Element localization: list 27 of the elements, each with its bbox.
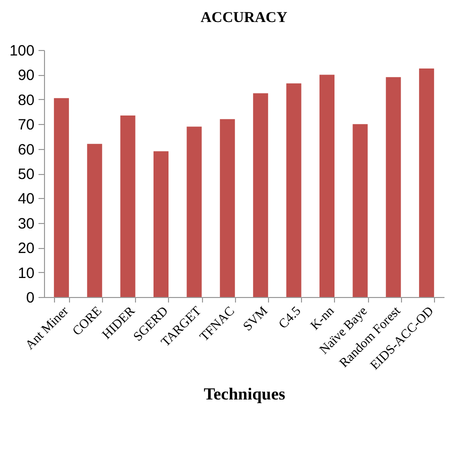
- y-tick-label: 60: [18, 141, 34, 158]
- bar: [120, 115, 136, 297]
- bar: [319, 74, 334, 297]
- bar: [54, 98, 69, 297]
- x-tick-label: C4.5: [275, 303, 304, 332]
- bar: [220, 119, 235, 297]
- y-tick-label: 90: [18, 67, 34, 84]
- bar: [352, 124, 368, 297]
- y-tick-label: 80: [18, 92, 34, 109]
- bar: [186, 126, 202, 297]
- y-tick-label: 100: [9, 42, 34, 60]
- y-tick-label: 20: [18, 240, 34, 258]
- x-tick-label: K-nn: [307, 302, 338, 333]
- bar: [286, 83, 302, 297]
- bar: [154, 151, 169, 297]
- y-tick-label: 0: [26, 290, 34, 306]
- y-tick-label: 30: [18, 215, 34, 232]
- bar: [87, 144, 102, 297]
- bar: [253, 93, 268, 297]
- y-tick-label: 10: [18, 264, 34, 282]
- x-axis-title: Techniques: [204, 384, 286, 404]
- y-tick-label: 70: [18, 116, 34, 134]
- bar: [419, 68, 434, 297]
- y-tick-label: 50: [18, 166, 34, 183]
- chart-title: ACCURACY: [200, 10, 288, 26]
- y-tick-label: 40: [18, 190, 34, 208]
- bar: [386, 77, 401, 297]
